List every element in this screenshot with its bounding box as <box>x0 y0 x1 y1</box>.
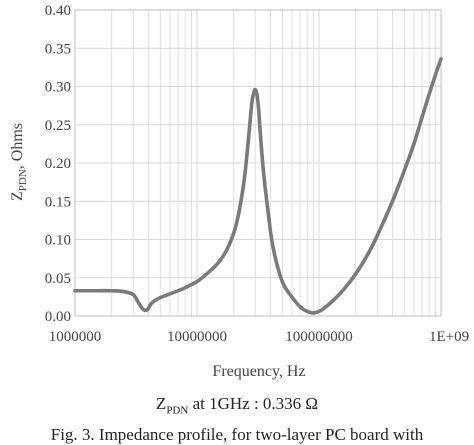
y-axis-title-main: Z <box>9 191 26 201</box>
y-axis-title-subscript: PDN <box>17 169 29 191</box>
impedance-line <box>73 57 443 315</box>
x-tick-label: 100000000 <box>285 329 353 345</box>
series-layer <box>73 57 443 315</box>
y-tick-label: 0.35 <box>45 41 71 57</box>
plot-frame <box>74 9 442 317</box>
x-tick-label: 1E+09 <box>429 329 469 345</box>
note-subscript: PDN <box>166 404 189 417</box>
y-tick-label: 0.00 <box>45 309 71 325</box>
chart-grid <box>74 9 441 317</box>
y-axis-title-rest: , Ohms <box>9 123 26 169</box>
y-tick-labels: 0.00 0.05 0.10 0.15 0.20 0.25 0.30 0.35 0.40 <box>45 3 71 325</box>
y-tick-label: 0.15 <box>45 194 71 210</box>
y-tick-label: 0.20 <box>45 156 71 172</box>
note-main: Z <box>155 394 167 413</box>
y-tick-label: 0.10 <box>45 233 71 249</box>
y-tick-label: 0.40 <box>45 3 71 19</box>
y-tick-label: 0.25 <box>45 118 71 134</box>
y-tick-label: 0.05 <box>45 271 71 287</box>
y-tick-label: 0.30 <box>45 80 71 96</box>
figure-caption: Fig. 3. Impedance profile, for two-layer… <box>50 425 424 444</box>
x-tick-label: 1000000 <box>49 329 102 345</box>
y-axis-title: ZPDN, Ohms <box>9 123 29 201</box>
x-tick-labels: 1000000 10000000 100000000 1E+09 <box>49 329 469 345</box>
note-rest: at 1GHz : 0.336 Ω <box>188 394 319 413</box>
impedance-note: ZPDN at 1GHz : 0.336 Ω <box>0 394 474 416</box>
x-axis-title: Frequency, Hz <box>212 363 305 380</box>
x-tick-label: 10000000 <box>167 329 227 345</box>
plot-area-border <box>74 9 442 317</box>
